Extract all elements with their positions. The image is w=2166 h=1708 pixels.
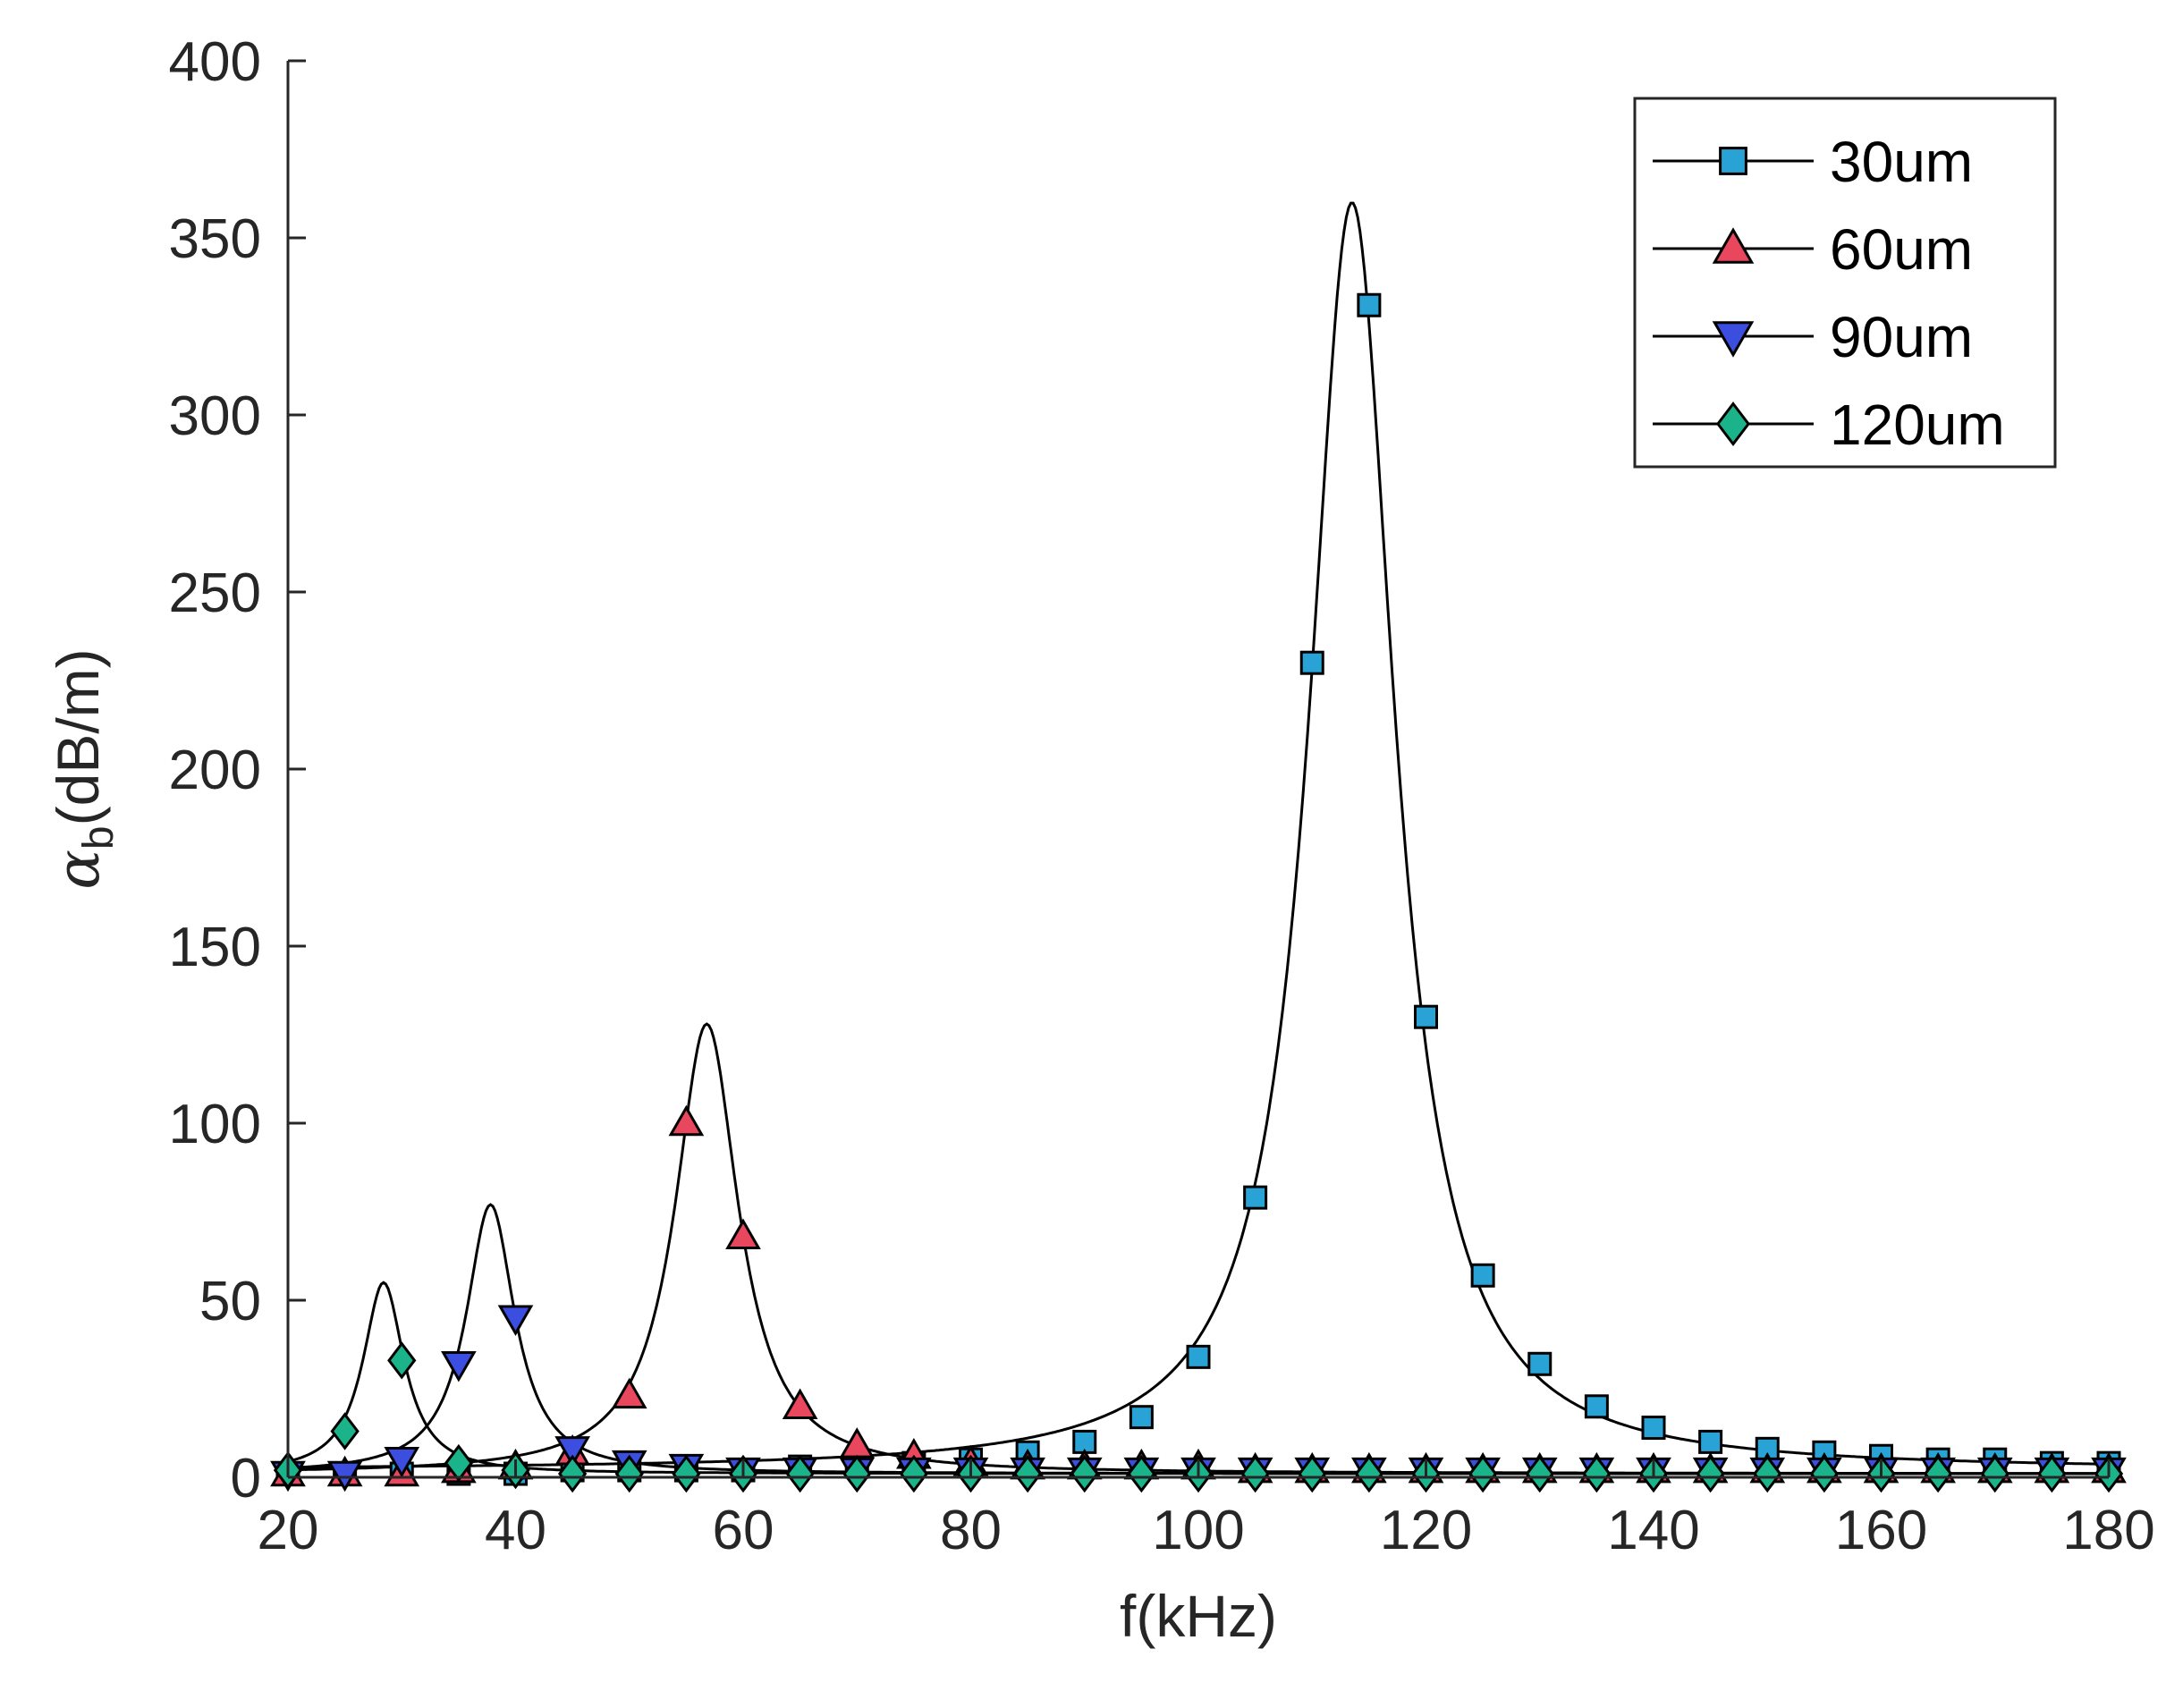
data-point-120um [1240,1454,1270,1493]
y-tick-label: 50 [199,1271,261,1332]
data-point-120um [614,1454,644,1493]
plot-markers [270,292,2127,1493]
data-point-120um [1070,1454,1099,1493]
data-point-120um [1525,1454,1554,1493]
data-point-90um [441,1351,477,1382]
data-point-120um [1127,1454,1156,1493]
axes: 20 40 60 80 100 120 140 160 180 0 50 100 150 200 250 3… [169,31,2155,1561]
data-point-90um [326,1460,363,1492]
series-line-30um [287,201,2109,1469]
data-point-30um [1186,1344,1211,1369]
data-point-60um [668,1104,705,1137]
y-axis-title-unit: (dB/m) [45,648,111,825]
legend: 30um 60um 90um 120um [1633,97,2057,469]
x-tick-label: 160 [1835,1500,1927,1561]
data-point-30um [1584,1394,1609,1419]
data-point-120um [1753,1454,1782,1493]
y-tick-label: 200 [169,740,261,801]
x-axis-title: f(kHz) [1120,1583,1277,1649]
x-tick-label: 60 [713,1500,774,1561]
data-point-120um [899,1454,929,1493]
data-point-90um [384,1446,420,1478]
data-point-120um [1809,1454,1840,1493]
x-tick-label: 120 [1380,1500,1472,1561]
data-point-30um [1698,1429,1723,1454]
x-tick-label: 140 [1607,1500,1699,1561]
legend-marker-60um [1712,227,1755,264]
y-axis-ticks: 0 50 100 150 200 250 300 350 400 [169,31,306,1509]
data-point-90um [497,1305,534,1337]
legend-label-120um: 120um [1830,393,2005,457]
data-point-120um [1923,1454,1953,1493]
data-point-30um [1527,1351,1553,1376]
y-tick-label: 350 [169,208,261,270]
data-point-120um [785,1454,815,1493]
data-point-30um [1299,650,1324,675]
legend-marker-120um [1716,402,1750,446]
data-point-30um [1129,1405,1154,1430]
data-point-30um [1243,1185,1268,1210]
data-point-60um [725,1218,761,1249]
data-point-30um [1414,1004,1438,1029]
y-tick-label: 300 [169,385,261,447]
data-point-30um [1641,1416,1666,1441]
data-point-120um [387,1341,417,1380]
data-point-120um [444,1443,474,1483]
y-tick-label: 250 [169,562,261,624]
legend-label-60um: 60um [1830,217,1973,282]
data-point-120um [1468,1454,1498,1493]
y-axis-title-symbol: α [44,850,113,890]
legend-label-90um: 90um [1830,305,1973,369]
data-point-120um [672,1454,701,1493]
data-point-120um [1354,1454,1384,1493]
y-tick-label: 100 [169,1094,261,1155]
y-tick-label: 400 [169,31,261,93]
y-tick-label: 0 [231,1448,261,1509]
data-point-90um [554,1436,590,1467]
x-tick-label: 40 [485,1500,546,1561]
data-point-120um [557,1454,588,1493]
legend-entry-60um: 60um [1653,217,1973,282]
data-point-120um [1980,1454,2009,1493]
x-tick-label: 80 [940,1500,1002,1561]
data-point-120um [1582,1454,1612,1493]
legend-marker-90um [1712,321,1755,358]
legend-entries: 30um 60um 90um 120um [1653,130,2005,457]
y-axis-title-subscript: b [75,825,123,850]
data-point-120um [1696,1454,1725,1493]
legend-marker-30um [1719,147,1747,175]
x-tick-label: 180 [2062,1500,2154,1561]
legend-entry-120um: 120um [1653,393,2005,457]
data-point-120um [842,1454,872,1493]
legend-entry-30um: 30um [1653,130,1973,194]
y-tick-label: 150 [169,917,261,978]
data-point-120um [1012,1454,1043,1493]
data-point-120um [2037,1454,2067,1493]
y-axis-title: αb(dB/m) [44,648,123,889]
data-point-120um [330,1412,360,1450]
legend-entry-90um: 90um [1653,305,1973,369]
data-point-60um [782,1388,818,1420]
legend-label-30um: 30um [1830,130,1973,194]
x-axis-ticks: 20 40 60 80 100 120 140 160 180 [258,1459,2155,1561]
data-point-30um [1357,292,1382,317]
data-point-120um [1298,1454,1327,1493]
x-tick-label: 20 [258,1500,319,1561]
data-point-60um [611,1377,647,1409]
data-point-30um [1470,1263,1495,1288]
x-tick-label: 100 [1152,1500,1244,1561]
